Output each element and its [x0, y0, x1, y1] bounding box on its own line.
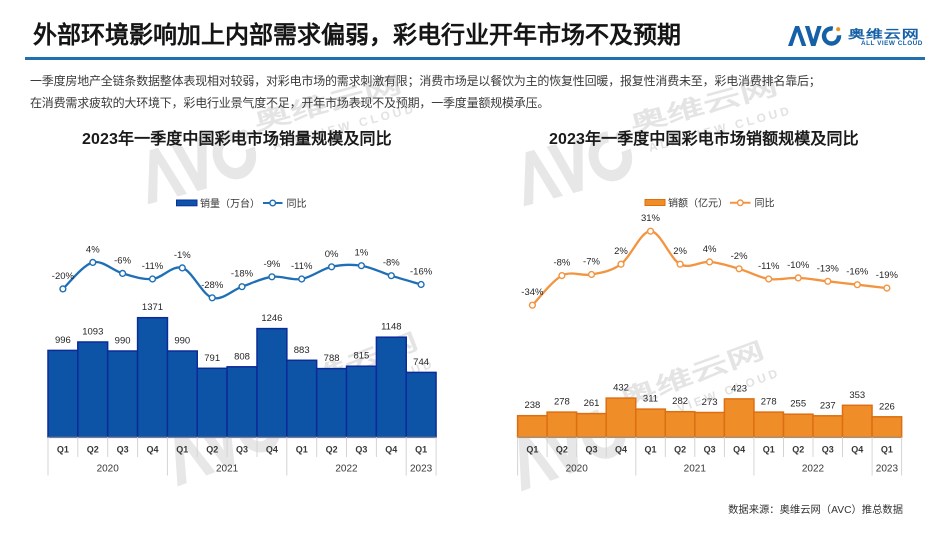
svg-text:Q4: Q4	[851, 445, 863, 455]
svg-text:996: 996	[55, 335, 71, 346]
svg-text:2021: 2021	[684, 464, 707, 475]
svg-text:2023: 2023	[410, 464, 433, 475]
svg-text:Q4: Q4	[266, 445, 278, 455]
svg-text:销量（万台）: 销量（万台）	[200, 197, 260, 210]
svg-text:Q3: Q3	[822, 445, 834, 455]
svg-text:-11%: -11%	[291, 261, 313, 272]
svg-text:282: 282	[672, 396, 688, 407]
svg-text:1148: 1148	[381, 322, 401, 333]
svg-text:311: 311	[643, 394, 658, 405]
svg-text:990: 990	[115, 336, 131, 347]
svg-text:278: 278	[554, 397, 570, 408]
svg-text:Q2: Q2	[674, 445, 686, 455]
svg-text:273: 273	[702, 397, 718, 408]
svg-text:Q3: Q3	[704, 445, 716, 455]
svg-text:2021: 2021	[216, 464, 239, 475]
svg-text:990: 990	[174, 336, 190, 347]
svg-text:4%: 4%	[703, 244, 717, 255]
svg-text:432: 432	[613, 383, 629, 394]
svg-text:-9%: -9%	[263, 259, 280, 270]
svg-text:Q2: Q2	[792, 445, 804, 455]
svg-text:-10%: -10%	[787, 260, 810, 271]
svg-text:Q1: Q1	[57, 445, 69, 455]
svg-text:2%: 2%	[614, 246, 628, 257]
svg-text:-18%: -18%	[231, 269, 254, 280]
svg-text:-11%: -11%	[758, 261, 780, 272]
svg-text:Q3: Q3	[355, 445, 367, 455]
svg-text:Q1: Q1	[176, 445, 188, 455]
svg-text:Q3: Q3	[585, 445, 597, 455]
svg-text:-11%: -11%	[142, 261, 164, 272]
svg-text:255: 255	[790, 399, 806, 410]
svg-text:同比: 同比	[755, 198, 775, 210]
svg-text:1093: 1093	[82, 327, 103, 338]
svg-text:788: 788	[324, 353, 340, 364]
svg-text:0%: 0%	[325, 249, 339, 260]
svg-text:1%: 1%	[355, 248, 369, 259]
svg-text:815: 815	[353, 351, 369, 362]
svg-text:238: 238	[524, 400, 540, 411]
svg-text:销额（亿元）: 销额（亿元）	[668, 197, 728, 210]
svg-text:-34%: -34%	[521, 287, 544, 298]
svg-text:353: 353	[849, 390, 865, 401]
svg-text:-6%: -6%	[114, 255, 131, 266]
svg-text:Q2: Q2	[556, 445, 568, 455]
svg-text:Q4: Q4	[146, 445, 158, 455]
svg-text:2022: 2022	[335, 464, 358, 475]
svg-text:Q4: Q4	[615, 445, 627, 455]
svg-text:4%: 4%	[86, 244, 100, 255]
svg-text:278: 278	[761, 397, 777, 408]
svg-text:Q1: Q1	[526, 445, 538, 455]
svg-text:-2%: -2%	[731, 251, 748, 262]
svg-text:2020: 2020	[97, 464, 120, 475]
svg-text:2022: 2022	[802, 464, 825, 475]
svg-text:Q1: Q1	[644, 445, 656, 455]
svg-text:Q1: Q1	[763, 445, 775, 455]
svg-text:423: 423	[731, 383, 747, 394]
svg-text:31%: 31%	[641, 213, 661, 224]
svg-text:744: 744	[413, 357, 429, 368]
svg-text:Q4: Q4	[385, 445, 397, 455]
svg-text:-28%: -28%	[201, 280, 224, 291]
svg-text:Q4: Q4	[733, 445, 745, 455]
svg-text:-19%: -19%	[876, 270, 899, 281]
svg-text:-1%: -1%	[174, 250, 191, 261]
svg-text:Q1: Q1	[881, 445, 893, 455]
svg-text:-13%: -13%	[817, 263, 840, 274]
svg-text:Q1: Q1	[415, 445, 427, 455]
svg-text:1246: 1246	[261, 313, 282, 324]
svg-text:883: 883	[294, 345, 310, 356]
svg-text:2023: 2023	[876, 464, 899, 475]
svg-text:791: 791	[204, 353, 220, 364]
svg-text:Q2: Q2	[326, 445, 338, 455]
svg-text:261: 261	[584, 398, 600, 409]
svg-text:-16%: -16%	[410, 267, 433, 278]
svg-text:Q2: Q2	[206, 445, 218, 455]
svg-text:-16%: -16%	[846, 267, 869, 278]
svg-text:Q2: Q2	[87, 445, 99, 455]
svg-text:226: 226	[879, 401, 895, 412]
svg-text:-20%: -20%	[52, 271, 75, 282]
svg-text:808: 808	[234, 351, 250, 362]
svg-text:2%: 2%	[673, 246, 687, 257]
svg-text:237: 237	[820, 400, 836, 411]
svg-text:2020: 2020	[566, 464, 589, 475]
svg-text:Q3: Q3	[236, 445, 248, 455]
svg-text:Q1: Q1	[296, 445, 308, 455]
svg-text:-8%: -8%	[553, 258, 570, 269]
svg-text:-7%: -7%	[583, 257, 600, 268]
svg-text:1371: 1371	[142, 302, 163, 313]
svg-text:-8%: -8%	[383, 258, 400, 269]
svg-text:Q3: Q3	[117, 445, 129, 455]
svg-text:同比: 同比	[287, 198, 307, 210]
